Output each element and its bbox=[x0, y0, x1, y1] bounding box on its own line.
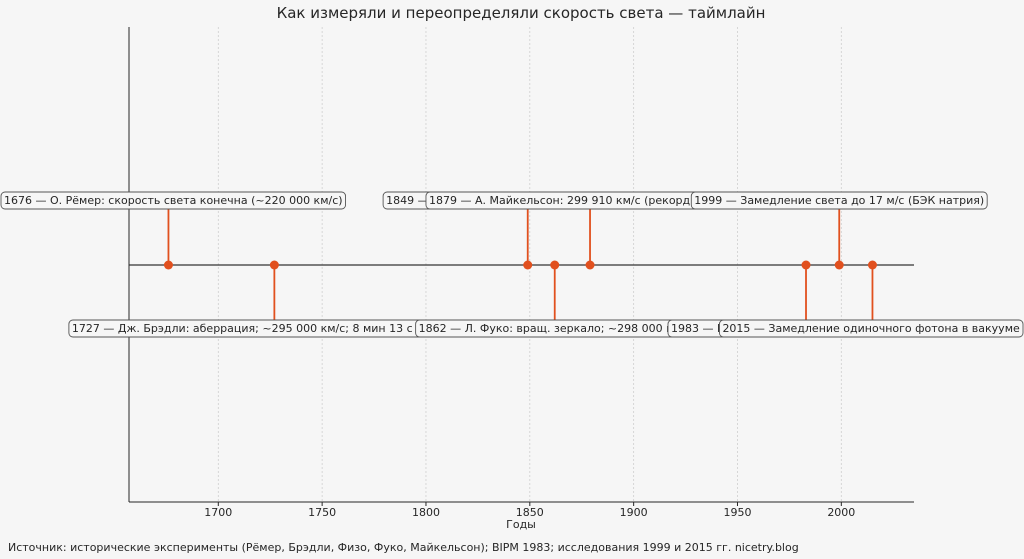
x-axis-label: Годы bbox=[506, 518, 536, 531]
chart-title: Как измеряли и переопределяли скорость с… bbox=[277, 4, 766, 22]
event-marker bbox=[801, 260, 811, 270]
x-tick-label: 1800 bbox=[412, 506, 440, 519]
event-marker bbox=[163, 260, 173, 270]
x-tick-label: 1900 bbox=[620, 506, 648, 519]
event-label-text: 1862 — Л. Фуко: вращ. зеркало; ~298 000 … bbox=[419, 322, 691, 335]
event-label-text: 1999 — Замедление света до 17 м/с (БЭК н… bbox=[694, 194, 984, 207]
event-label-text: 1879 — А. Майкельсон: 299 910 км/с (реко… bbox=[429, 194, 751, 207]
event-label-box bbox=[0, 191, 346, 210]
event-marker bbox=[269, 260, 279, 270]
event-label: 1879 — А. Майкельсон: 299 910 км/с (реко… bbox=[425, 191, 755, 210]
event-label: 1676 — О. Рёмер: скорость света конечна … bbox=[0, 191, 346, 210]
event-label-box bbox=[690, 191, 988, 210]
event-label-text: 1727 — Дж. Брэдли: аберрация; ~295 000 к… bbox=[72, 322, 477, 335]
source-footer: Источник: исторические эксперименты (Рём… bbox=[8, 541, 799, 554]
event-stems bbox=[167, 200, 874, 328]
event-labels: 1676 — О. Рёмер: скорость света конечна … bbox=[0, 191, 1024, 338]
x-tick-label: 2000 bbox=[827, 506, 855, 519]
event-label: 1999 — Замедление света до 17 м/с (БЭК н… bbox=[690, 191, 988, 210]
event-marker bbox=[550, 260, 560, 270]
x-tick-label: 1950 bbox=[723, 506, 751, 519]
event-label-text: 1676 — О. Рёмер: скорость света конечна … bbox=[4, 194, 343, 207]
event-label: 2015 — Замедление одиночного фотона в ва… bbox=[718, 319, 1024, 338]
x-ticks: 1700 1750 1800 1850 1900 1950 2000 bbox=[204, 502, 855, 519]
event-marker bbox=[523, 260, 533, 270]
event-label-box bbox=[718, 319, 1024, 338]
event-label: 1862 — Л. Фуко: вращ. зеркало; ~298 000 … bbox=[415, 319, 695, 338]
event-label-text: 2015 — Замедление одиночного фотона в ва… bbox=[722, 322, 1020, 335]
event-marker bbox=[585, 260, 595, 270]
event-marker bbox=[834, 260, 844, 270]
event-marker bbox=[867, 260, 877, 270]
event-markers bbox=[163, 260, 877, 270]
event-label: 1727 — Дж. Брэдли: аберрация; ~295 000 к… bbox=[68, 319, 481, 338]
x-tick-label: 1850 bbox=[516, 506, 544, 519]
x-tick-label: 1700 bbox=[204, 506, 232, 519]
x-tick-label: 1750 bbox=[308, 506, 336, 519]
